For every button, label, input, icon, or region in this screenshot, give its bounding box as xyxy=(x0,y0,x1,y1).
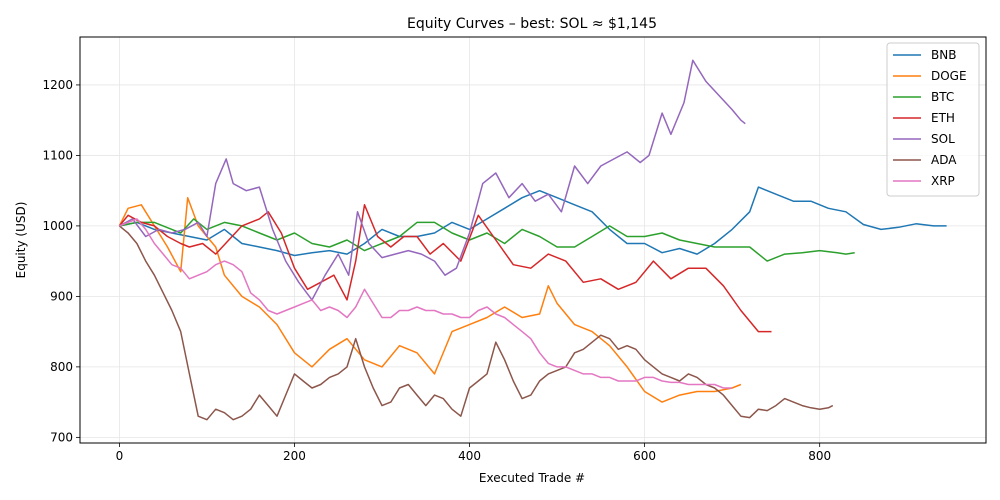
y-axis-label: Equity (USD) xyxy=(14,202,28,279)
series-line-sol xyxy=(119,59,746,301)
legend-label: BNB xyxy=(931,48,956,62)
legend-label: DOGE xyxy=(931,69,967,83)
legend-label: SOL xyxy=(931,132,955,146)
grid-lines xyxy=(80,37,986,443)
x-tick-label: 0 xyxy=(116,449,124,463)
y-tick-label: 1200 xyxy=(42,78,73,92)
plot-frame xyxy=(79,36,987,444)
series-lines xyxy=(118,59,947,421)
x-axis-label: Executed Trade # xyxy=(479,471,585,485)
legend-label: XRP xyxy=(931,174,955,188)
y-tick-label: 700 xyxy=(50,430,73,444)
x-tick-label: 600 xyxy=(633,449,656,463)
x-axis: 0 200 400 600 800 xyxy=(116,443,831,463)
x-tick-label: 800 xyxy=(808,449,831,463)
x-tick-label: 200 xyxy=(283,449,306,463)
y-tick-label: 800 xyxy=(50,360,73,374)
series-line-btc xyxy=(119,218,855,262)
legend-label: ETH xyxy=(931,111,955,125)
legend-label: ADA xyxy=(931,153,957,167)
legend-box xyxy=(886,42,980,197)
y-tick-label: 1100 xyxy=(42,148,73,162)
series-line-eth xyxy=(118,204,772,333)
series-line-ada xyxy=(118,225,834,421)
series-line-bnb xyxy=(119,186,947,257)
chart-title: Equity Curves – best: SOL ≈ $1,145 xyxy=(407,16,657,32)
y-tick-label: 1000 xyxy=(42,219,73,233)
legend-label: BTC xyxy=(931,90,954,104)
series-line-xrp xyxy=(119,218,733,389)
x-tick-label: 400 xyxy=(458,449,481,463)
legend: BNB DOGE BTC ETH SOL ADA XRP xyxy=(886,42,980,197)
y-axis: 700 800 900 1000 1100 1200 xyxy=(42,78,80,444)
y-tick-label: 900 xyxy=(50,289,73,303)
